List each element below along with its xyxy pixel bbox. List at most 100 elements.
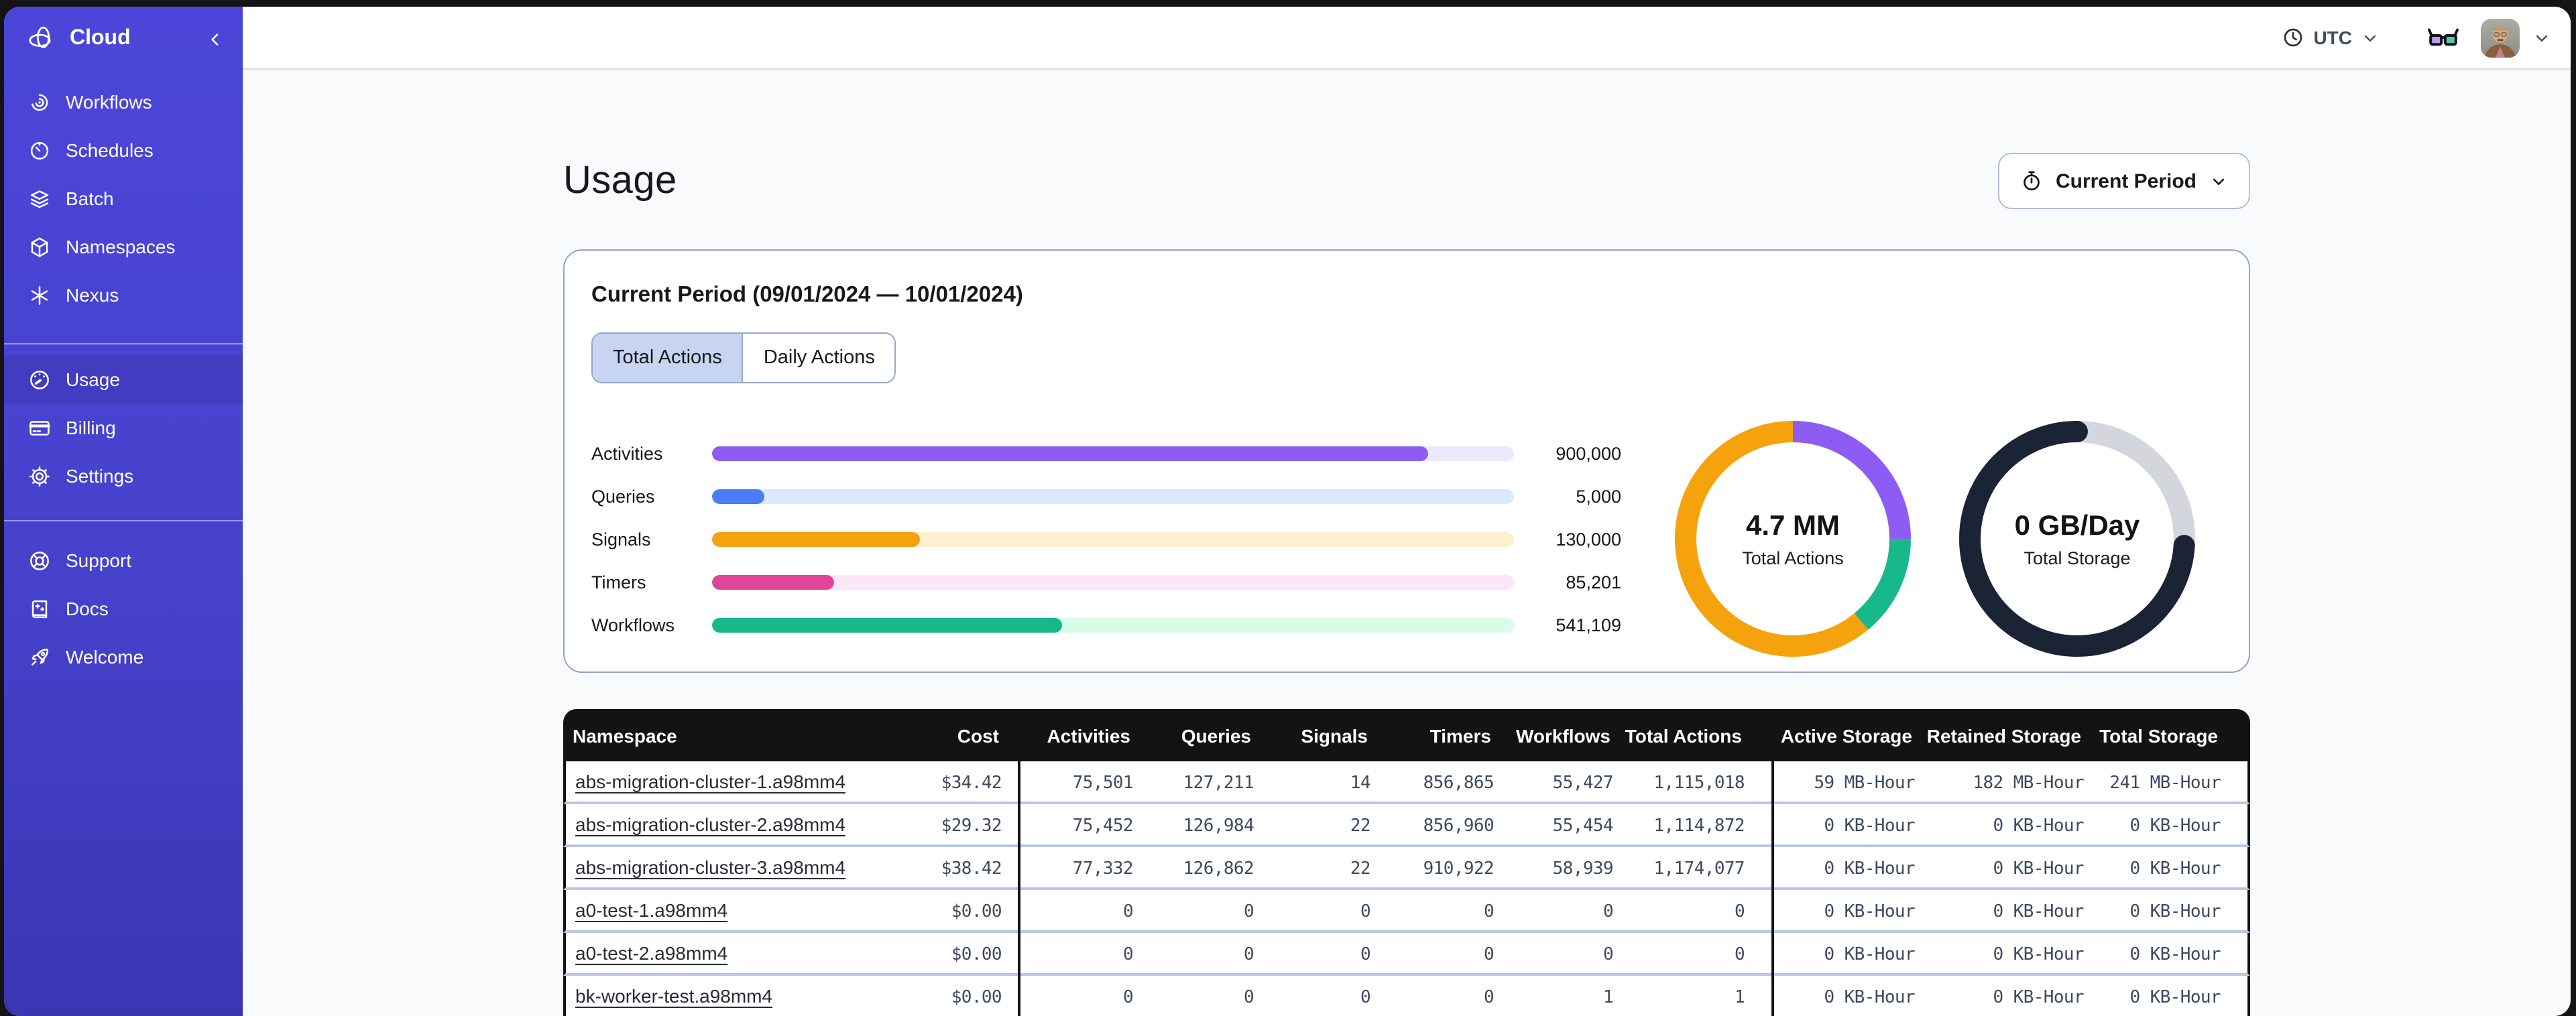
cell-active-storage: 0 KB-Hour (1824, 816, 1916, 836)
total-actions-label: Total Actions (1742, 548, 1844, 568)
sidebar-divider (4, 343, 243, 344)
total-actions-donut: 4.7 MM Total Actions (1675, 421, 1911, 657)
period-range-title: Current Period (09/01/2024 — 10/01/2024) (591, 283, 1023, 307)
table-row: a0-test-1.a98mm4 $0.00 0 0 0 0 0 0 0 KB-Hour 0 KB… (563, 890, 2250, 933)
user-menu-chevron-icon[interactable] (2532, 27, 2552, 48)
namespace-link[interactable]: a0-test-2.a98mm4 (575, 942, 728, 964)
usage-charts: Activities 900,000 Queries 5,000 Signals 130,… (591, 421, 2222, 657)
tab-daily-actions[interactable]: Daily Actions (743, 334, 895, 382)
sidebar-item-usage[interactable]: Usage (4, 355, 243, 403)
table-header-row: Namespace Cost Activities Queries Signals Tim… (563, 709, 2250, 761)
sidebar-item-namespaces[interactable]: Namespaces (4, 223, 243, 271)
cell-cost: $34.42 (874, 761, 1020, 804)
sidebar-brand: Cloud (4, 7, 243, 71)
tab-total-actions[interactable]: Total Actions (593, 334, 744, 382)
cell-total-actions: 0 (1616, 933, 1774, 976)
cell-active-storage: 59 MB-Hour (1814, 773, 1915, 793)
actions-tab-group: Total Actions Daily Actions (591, 332, 896, 383)
sidebar-item-support[interactable]: Support (4, 536, 243, 584)
stopwatch-icon (2019, 169, 2044, 193)
top-bar: UTC (243, 7, 2571, 70)
col-header-retained-storage: Retained Storage (1926, 724, 2081, 746)
period-selector-label: Current Period (2055, 170, 2197, 192)
period-selector-button[interactable]: Current Period (1997, 153, 2250, 209)
settings-icon (27, 463, 52, 489)
cell-cost: $0.00 (874, 933, 1020, 976)
table-row: abs-migration-cluster-1.a98mm4 $34.42 75,5… (563, 761, 2250, 804)
page-title: Usage (563, 159, 677, 202)
col-header-active-storage: Active Storage (1780, 724, 1912, 746)
batch-icon (27, 186, 52, 211)
table-row: a0-test-2.a98mm4 $0.00 0 0 0 0 0 0 0 KB-Hour 0 KB… (563, 933, 2250, 976)
cell-total-actions: 1,115,018 (1616, 761, 1774, 804)
cell-total-actions: 1 (1616, 976, 1774, 1016)
usage-bar-workflows: Workflows 541,109 (591, 615, 1621, 635)
cell-total-storage: 0 KB-Hour (2129, 987, 2221, 1007)
user-avatar[interactable] (2481, 18, 2520, 57)
cell-total-storage: 0 KB-Hour (2129, 859, 2221, 879)
chevron-down-icon (2360, 27, 2380, 48)
col-header-workflows: Workflows (1515, 724, 1611, 746)
sidebar-item-welcome[interactable]: Welcome (4, 633, 243, 681)
col-header-queries: Queries (1181, 724, 1251, 746)
cell-active-storage: 0 KB-Hour (1824, 859, 1916, 879)
col-header-timers: Timers (1429, 724, 1491, 746)
cell-total-actions: 1,174,077 (1616, 847, 1774, 890)
cell-timers: 0 (1483, 944, 1495, 964)
sidebar-nav: Workflows Schedules Batch Namespaces Nexus Us… (4, 71, 243, 681)
total-actions-value: 4.7 MM (1745, 510, 1840, 541)
cell-retained-storage: 0 KB-Hour (1993, 859, 2085, 879)
col-header-signals: Signals (1301, 724, 1368, 746)
sidebar-item-docs[interactable]: Docs (4, 584, 243, 633)
actions-bar-chart: Activities 900,000 Queries 5,000 Signals 130,… (591, 432, 1621, 646)
sidebar: Cloud Workflows Schedules Batch Namespaces N… (4, 7, 243, 1016)
cell-signals: 22 (1350, 859, 1371, 879)
cell-queries: 0 (1243, 987, 1254, 1007)
sidebar-item-workflows[interactable]: Workflows (4, 78, 243, 126)
cell-signals: 14 (1350, 773, 1371, 793)
cell-active-storage: 0 KB-Hour (1824, 901, 1916, 922)
namespace-link[interactable]: abs-migration-cluster-1.a98mm4 (575, 771, 846, 792)
cell-retained-storage: 0 KB-Hour (1993, 987, 2085, 1007)
brand-label: Cloud (70, 27, 131, 50)
sidebar-item-billing[interactable]: Billing (4, 403, 243, 452)
main-area: UTC (243, 7, 2571, 1016)
cell-workflows: 55,427 (1552, 773, 1614, 793)
cell-activities: 0 (1122, 944, 1134, 964)
sidebar-item-settings[interactable]: Settings (4, 452, 243, 500)
namespace-link[interactable]: abs-migration-cluster-3.a98mm4 (575, 856, 846, 878)
cell-retained-storage: 182 MB-Hour (1973, 773, 2084, 793)
cell-activities: 0 (1122, 901, 1134, 922)
sidebar-item-schedules[interactable]: Schedules (4, 126, 243, 174)
cell-activities: 0 (1122, 987, 1134, 1007)
cell-queries: 126,862 (1183, 859, 1254, 879)
timezone-dropdown[interactable]: UTC (2281, 25, 2380, 50)
table-row: abs-migration-cluster-2.a98mm4 $29.32 75,4… (563, 804, 2250, 847)
usage-bar-signals: Signals 130,000 (591, 529, 1621, 549)
clock-icon (2281, 25, 2305, 50)
cell-queries: 0 (1243, 944, 1254, 964)
namespace-link[interactable]: a0-test-1.a98mm4 (575, 899, 728, 921)
cell-retained-storage: 0 KB-Hour (1993, 816, 2085, 836)
cell-cost: $38.42 (874, 847, 1020, 890)
cell-total-actions: 1,114,872 (1616, 804, 1774, 847)
cell-queries: 127,211 (1183, 773, 1254, 793)
page-content: Usage Current Period (243, 70, 2571, 1016)
namespaces-icon (27, 234, 52, 259)
sidebar-item-batch[interactable]: Batch (4, 174, 243, 223)
app-window: Cloud Workflows Schedules Batch Namespaces N… (4, 7, 2571, 1016)
sidebar-collapse-icon[interactable] (205, 29, 225, 49)
cell-active-storage: 0 KB-Hour (1824, 987, 1916, 1007)
col-header-namespace: Namespace (573, 724, 677, 746)
chevron-down-icon (2209, 171, 2229, 191)
welcome-icon (27, 644, 52, 670)
temporal-logo-icon (27, 24, 56, 54)
cell-active-storage: 0 KB-Hour (1824, 944, 1916, 964)
namespace-link[interactable]: bk-worker-test.a98mm4 (575, 985, 773, 1007)
usage-bar-queries: Queries 5,000 (591, 486, 1621, 506)
col-header-total-actions: Total Actions (1625, 724, 1742, 746)
namespace-link[interactable]: abs-migration-cluster-2.a98mm4 (575, 814, 846, 835)
sidebar-item-nexus[interactable]: Nexus (4, 271, 243, 319)
cell-workflows: 0 (1602, 901, 1614, 922)
feedback-glasses-icon[interactable] (2426, 25, 2461, 50)
